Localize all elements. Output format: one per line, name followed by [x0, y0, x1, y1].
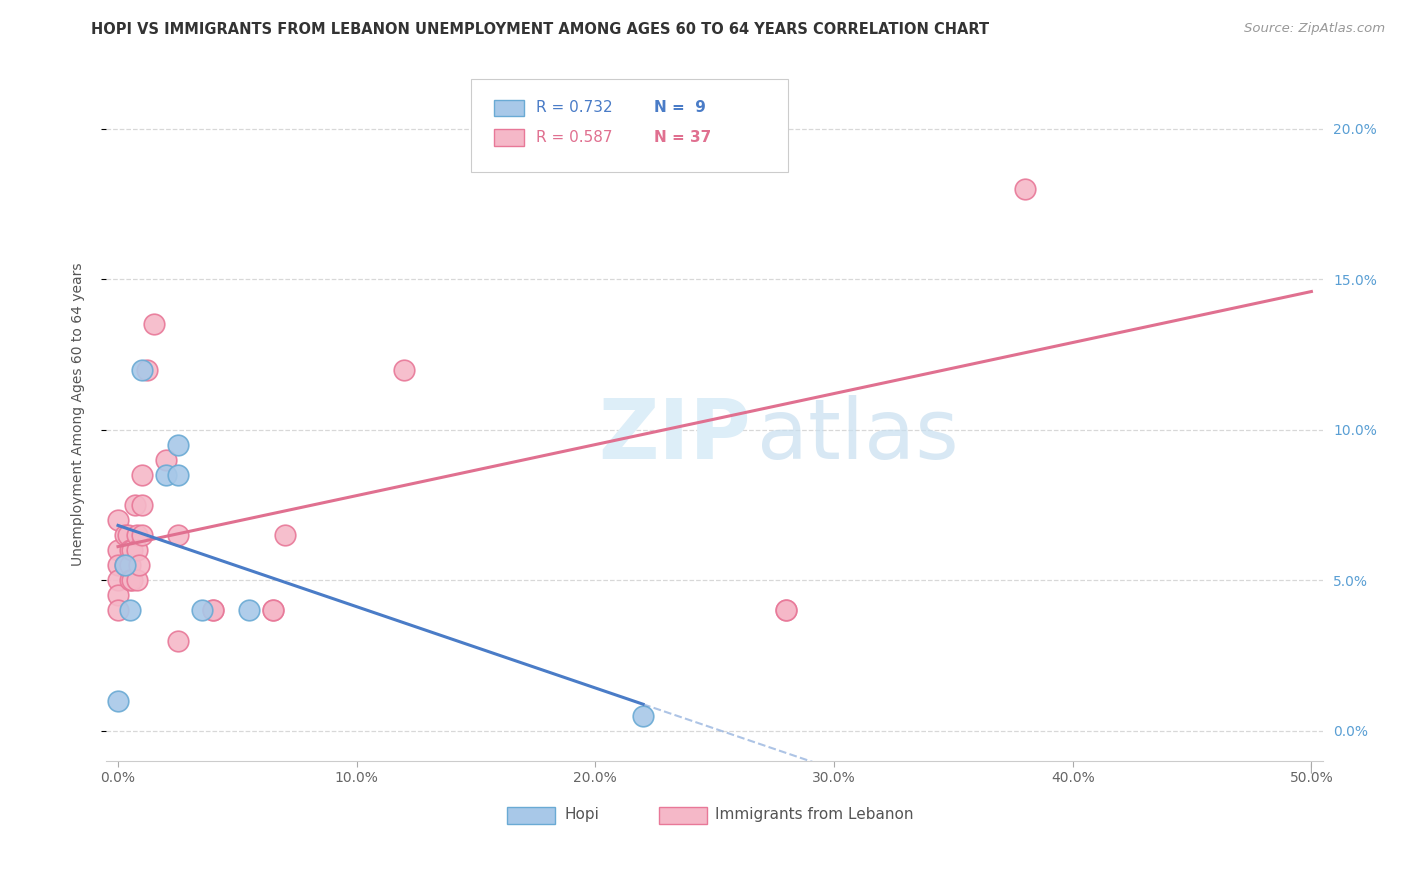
- Point: [127, 543, 149, 558]
- Point: [124, 498, 146, 512]
- Point: [166, 438, 188, 452]
- Point: [127, 574, 149, 588]
- Point: [118, 558, 141, 573]
- Point: [131, 528, 153, 542]
- Point: [238, 603, 260, 617]
- Point: [166, 528, 188, 542]
- FancyBboxPatch shape: [495, 129, 523, 146]
- Point: [202, 603, 225, 617]
- Point: [1014, 182, 1036, 196]
- Text: Immigrants from Lebanon: Immigrants from Lebanon: [714, 807, 914, 822]
- Point: [142, 318, 165, 332]
- FancyBboxPatch shape: [659, 807, 707, 824]
- Point: [155, 467, 177, 482]
- FancyBboxPatch shape: [506, 807, 555, 824]
- Point: [107, 558, 129, 573]
- Point: [114, 558, 136, 573]
- Text: ZIP: ZIP: [599, 395, 751, 476]
- Point: [114, 528, 136, 542]
- Point: [118, 543, 141, 558]
- FancyBboxPatch shape: [471, 78, 787, 172]
- Point: [121, 574, 143, 588]
- Point: [262, 603, 284, 617]
- Point: [118, 603, 141, 617]
- Point: [190, 603, 212, 617]
- Point: [107, 513, 129, 527]
- Point: [107, 543, 129, 558]
- FancyBboxPatch shape: [495, 100, 523, 116]
- Text: R = 0.732: R = 0.732: [536, 101, 613, 115]
- Point: [631, 708, 654, 723]
- Point: [107, 588, 129, 602]
- Point: [114, 558, 136, 573]
- Point: [513, 121, 536, 136]
- Point: [262, 603, 284, 617]
- Point: [118, 574, 141, 588]
- Point: [121, 543, 143, 558]
- Point: [274, 528, 297, 542]
- Point: [394, 362, 416, 376]
- Point: [131, 498, 153, 512]
- Point: [128, 558, 150, 573]
- Text: Hopi: Hopi: [565, 807, 600, 822]
- Point: [107, 694, 129, 708]
- Text: N =  9: N = 9: [654, 101, 706, 115]
- Text: Source: ZipAtlas.com: Source: ZipAtlas.com: [1244, 22, 1385, 36]
- Point: [166, 467, 188, 482]
- Text: atlas: atlas: [758, 395, 959, 476]
- Point: [775, 603, 797, 617]
- Point: [135, 362, 157, 376]
- Text: R = 0.587: R = 0.587: [536, 130, 612, 145]
- Point: [127, 528, 149, 542]
- Point: [202, 603, 225, 617]
- Y-axis label: Unemployment Among Ages 60 to 64 years: Unemployment Among Ages 60 to 64 years: [72, 263, 86, 566]
- Point: [155, 453, 177, 467]
- Point: [107, 574, 129, 588]
- Point: [166, 633, 188, 648]
- Text: N = 37: N = 37: [654, 130, 711, 145]
- Point: [117, 528, 139, 542]
- Point: [107, 603, 129, 617]
- Point: [775, 603, 797, 617]
- Text: HOPI VS IMMIGRANTS FROM LEBANON UNEMPLOYMENT AMONG AGES 60 TO 64 YEARS CORRELATI: HOPI VS IMMIGRANTS FROM LEBANON UNEMPLOY…: [91, 22, 990, 37]
- Point: [131, 362, 153, 376]
- Point: [131, 467, 153, 482]
